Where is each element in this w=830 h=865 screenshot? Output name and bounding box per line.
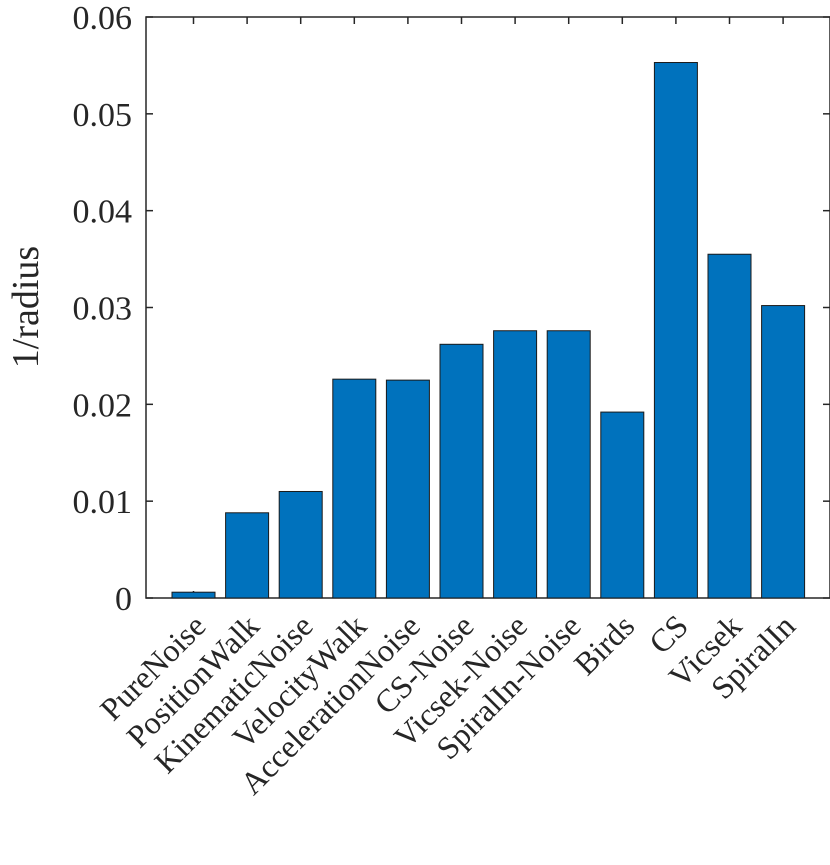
bar-kinematicnoise (278, 490, 323, 599)
y-tick-label: 0.02 (73, 387, 133, 424)
bars (171, 62, 806, 599)
bar-spiralin (761, 305, 806, 599)
y-tick-label: 0.05 (73, 97, 133, 134)
y-axis-label: 1/radius (5, 246, 47, 368)
bar-positionwalk (225, 512, 270, 599)
y-tick-label: 0.04 (73, 194, 133, 231)
y-tick-label: 0.06 (73, 0, 133, 37)
bar-vicsek-noise (493, 330, 538, 599)
bar-velocitywalk (332, 378, 377, 599)
bar-spiralin-noise (546, 330, 591, 599)
bar-cs-noise (439, 343, 484, 599)
y-tick-label: 0 (115, 581, 132, 618)
bar-purenoise (171, 591, 216, 599)
bar-accelerationnoise (385, 379, 430, 599)
y-tick-label: 0.03 (73, 291, 133, 328)
x-tick-labels: PureNoisePositionWalkKinematicNoiseVeloc… (93, 607, 802, 801)
x-tick-label: Birds (567, 607, 641, 681)
bar-vicsek (707, 253, 752, 599)
y-tick-labels: 0 0.01 0.02 0.03 0.04 0.05 0.06 (73, 0, 133, 618)
bar-cs (653, 62, 698, 599)
y-tick-label: 0.01 (73, 484, 133, 521)
bar-birds (600, 411, 645, 599)
